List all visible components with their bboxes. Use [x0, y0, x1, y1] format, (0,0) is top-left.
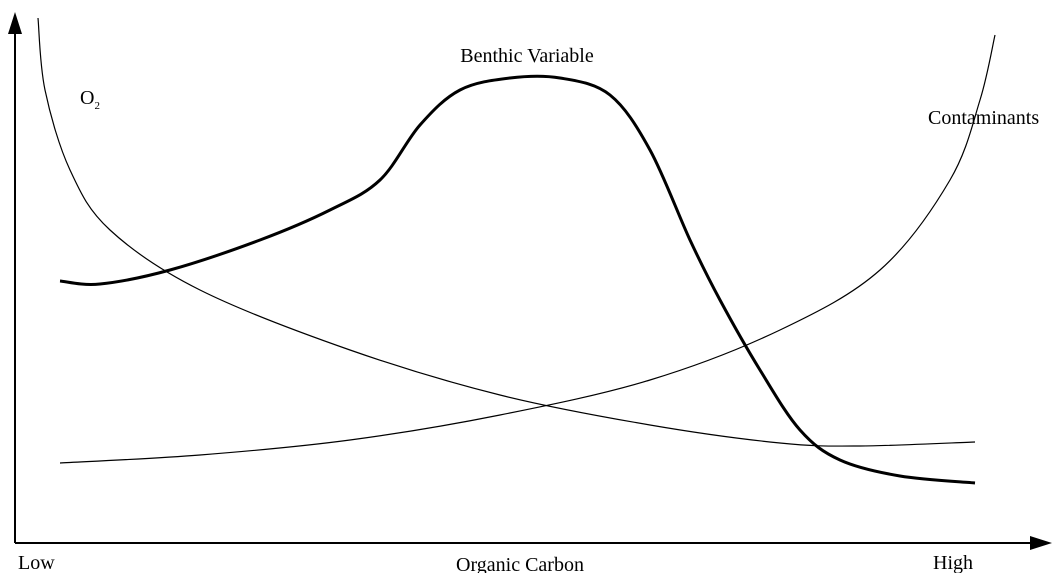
o2-curve — [37, 17, 976, 447]
contaminants-curve — [59, 34, 996, 464]
benthic-label: Benthic Variable — [460, 45, 594, 67]
o2-subscript: 2 — [94, 100, 100, 112]
x-axis-arrow — [1030, 536, 1052, 550]
o2-label: O2 — [80, 87, 100, 112]
benthic-curve — [59, 74, 976, 485]
o2-main: O — [80, 87, 94, 109]
x-high-label: High — [933, 552, 973, 573]
y-axis-arrow — [8, 12, 22, 34]
contaminants-label: Contaminants — [928, 107, 1039, 129]
x-axis-title: Organic Carbon — [456, 554, 584, 573]
x-low-label: Low — [18, 552, 55, 573]
